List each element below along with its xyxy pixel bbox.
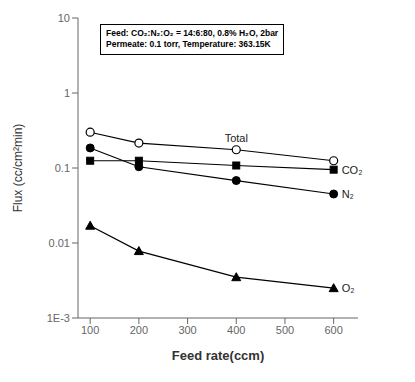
svg-text:200: 200 [130,324,148,336]
svg-text:1E-3: 1E-3 [47,312,70,324]
svg-text:400: 400 [227,324,245,336]
svg-text:500: 500 [276,324,294,336]
svg-text:O₂: O₂ [342,282,355,294]
svg-text:Feed rate(ccm): Feed rate(ccm) [172,348,264,363]
svg-text:Total: Total [225,132,248,144]
svg-text:600: 600 [324,324,342,336]
svg-text:100: 100 [81,324,99,336]
svg-text:CO₂: CO₂ [342,164,363,176]
svg-text:N₂: N₂ [342,188,354,200]
html-text:Permeate: 0.1 torr, Temperatur: Permeate: 0.1 torr, Temperature: 363.15K [106,39,271,50]
svg-text:0.01: 0.01 [49,237,70,249]
svg-text:10: 10 [58,12,70,24]
svg-text:Flux (cc/cm²min): Flux (cc/cm²min) [11,124,25,213]
svg-text:300: 300 [178,324,196,336]
html-text:Feed: CO₂:N₂:O₂ = 14:6:80, 0.8: Feed: CO₂:N₂:O₂ = 14:6:80, 0.8% H₂O, 2ba… [106,28,279,38]
svg-text:0.1: 0.1 [55,162,70,174]
svg-text:1: 1 [64,87,70,99]
